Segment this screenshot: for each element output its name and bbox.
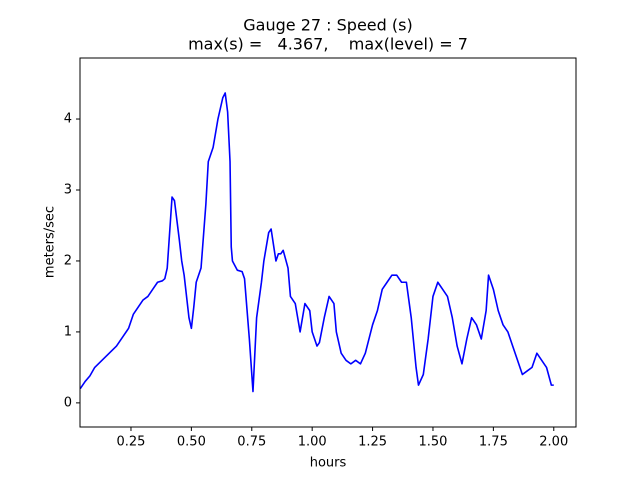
y-tick-label: 3 <box>64 182 72 197</box>
y-tick-label: 4 <box>64 112 72 127</box>
data-line <box>80 92 554 393</box>
x-tick-label: 1.00 <box>298 435 327 450</box>
x-tick-label: 1.25 <box>358 435 387 450</box>
x-tick-label: 0.75 <box>237 435 266 450</box>
plot-frame <box>79 57 577 428</box>
x-axis-label: hours <box>310 456 347 471</box>
x-tick-label: 0.25 <box>117 435 146 450</box>
x-tick-label: 0.50 <box>177 435 206 450</box>
x-tick-label: 2.00 <box>539 435 568 450</box>
x-tick-label: 1.50 <box>418 435 447 450</box>
x-tick-label: 1.75 <box>479 435 508 450</box>
chart-subtitle: max(s) = 4.367, max(level) = 7 <box>188 35 468 54</box>
y-tick-label: 2 <box>64 253 72 268</box>
y-tick-label: 1 <box>64 324 72 339</box>
y-axis-label: meters/sec <box>43 206 58 278</box>
chart-title: Gauge 27 : Speed (s) <box>243 16 412 35</box>
y-tick-label: 0 <box>64 395 72 410</box>
